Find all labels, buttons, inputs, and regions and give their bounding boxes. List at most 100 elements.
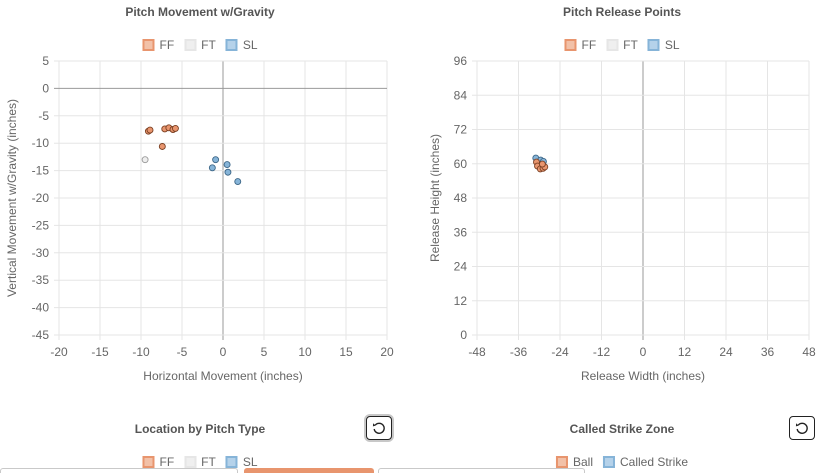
x-tick-label: -48 <box>468 345 486 359</box>
location-chart-title: Location by Pitch Type <box>134 422 266 436</box>
data-point-sl <box>212 156 220 164</box>
legend-label: Ball <box>572 455 593 469</box>
legend-label: SL <box>664 38 680 52</box>
y-tick-label: -5 <box>38 109 49 123</box>
x-tick-label: 48 <box>802 345 816 359</box>
legend-item-ff[interactable]: FF <box>564 38 596 52</box>
y-tick-label: -35 <box>32 273 50 287</box>
y-axis-label: Vertical Movement w/Gravity (inches) <box>5 99 19 297</box>
data-point-sl <box>234 178 242 186</box>
y-tick-label: 0 <box>42 81 49 95</box>
y-tick-label: -10 <box>32 136 50 150</box>
y-tick-label: 96 <box>454 54 468 68</box>
x-tick-label: -15 <box>91 345 109 359</box>
data-point-sl <box>223 161 231 169</box>
legend-label: FF <box>159 38 175 52</box>
location-reset-button[interactable] <box>366 416 392 440</box>
legend-item-ball[interactable]: Ball <box>555 455 593 469</box>
y-tick-label: -15 <box>32 164 50 178</box>
legend-label: FT <box>201 38 216 52</box>
ft-swatch <box>184 456 197 468</box>
legend-item-ff[interactable]: FF <box>142 455 174 469</box>
movement-chart-title: Pitch Movement w/Gravity <box>125 5 275 19</box>
data-point-ff <box>158 143 166 150</box>
legend-item-ft[interactable]: FT <box>184 38 216 52</box>
data-point-ff <box>171 124 179 132</box>
x-tick-label: -36 <box>510 345 528 359</box>
y-tick-label: 24 <box>454 260 468 274</box>
data-point-ft <box>141 156 149 164</box>
x-tick-label: 5 <box>261 345 268 359</box>
legend-label: Called Strike <box>619 455 689 469</box>
legend-item-ft[interactable]: FT <box>184 455 216 469</box>
sl-swatch <box>225 456 238 468</box>
y-tick-label: 72 <box>454 123 468 137</box>
x-tick-label: 15 <box>339 345 353 359</box>
x-tick-label: -20 <box>50 345 68 359</box>
ft-swatch <box>184 39 197 51</box>
scatter-plots: -20 -15 -10 -5 0 5 10 15 20 5 0 -5 -10 -15 -20 -25 -30 -3… <box>5 54 816 383</box>
x-tick-label: 12 <box>678 345 692 359</box>
y-tick-label: 48 <box>454 191 468 205</box>
reset-icon <box>795 422 808 434</box>
tab-strip-active[interactable] <box>244 468 374 473</box>
legend-item-ft[interactable]: FT <box>606 38 638 52</box>
y-tick-label: -40 <box>32 301 50 315</box>
legend-item-called-strike[interactable]: Called Strike <box>602 455 689 469</box>
y-tick-label: 84 <box>454 88 468 102</box>
x-tick-label: -24 <box>551 345 569 359</box>
sl-swatch <box>647 39 660 51</box>
legend-label: FT <box>201 455 216 469</box>
strikezone-reset-button[interactable] <box>789 416 815 440</box>
x-tick-label: -10 <box>132 345 150 359</box>
strikezone-legend: Ball Called Strike <box>555 455 689 469</box>
y-tick-label: -20 <box>32 191 50 205</box>
data-point-ff <box>146 126 154 134</box>
tab-strip-left <box>0 468 238 473</box>
legend-item-ff[interactable]: FF <box>142 38 174 52</box>
legend-item-sl[interactable]: SL <box>647 38 680 52</box>
legend-label: SL <box>242 38 258 52</box>
y-tick-label: 12 <box>454 294 468 308</box>
legend-item-sl[interactable]: SL <box>225 455 258 469</box>
movement-legend: FF FT SL <box>142 38 258 52</box>
tab-strip-right <box>378 468 585 473</box>
x-tick-label: 0 <box>640 345 647 359</box>
y-axis-label: Release Height (inches) <box>428 134 442 262</box>
x-axis-label: Release Width (inches) <box>581 369 705 383</box>
x-tick-label: 10 <box>298 345 312 359</box>
legend-label: FT <box>623 38 638 52</box>
reset-icon <box>372 422 385 434</box>
x-tick-label: 20 <box>380 345 394 359</box>
release-chart-title: Pitch Release Points <box>562 5 682 19</box>
ff-swatch <box>142 39 155 51</box>
ft-swatch <box>606 39 619 51</box>
y-tick-label: -25 <box>32 218 50 232</box>
x-tick-label: -5 <box>177 345 188 359</box>
data-point-sl <box>224 168 232 176</box>
ball-swatch <box>555 456 568 468</box>
legend-label: FF <box>159 455 175 469</box>
location-legend: FF FT SL <box>142 455 258 469</box>
ff-swatch <box>564 39 577 51</box>
x-tick-label: 0 <box>220 345 227 359</box>
called-strike-swatch <box>602 456 615 468</box>
y-tick-label: 5 <box>42 54 49 68</box>
legend-label: FF <box>581 38 597 52</box>
x-tick-label: -12 <box>593 345 611 359</box>
x-axis-label: Horizontal Movement (inches) <box>143 369 302 383</box>
x-tick-label: 36 <box>761 345 775 359</box>
y-tick-label: 0 <box>460 328 467 342</box>
release-legend: FF FT SL <box>564 38 680 52</box>
legend-item-sl[interactable]: SL <box>225 38 258 52</box>
ff-swatch <box>142 456 155 468</box>
data-point-ff <box>538 160 546 168</box>
strikezone-chart-title: Called Strike Zone <box>569 422 675 436</box>
y-tick-label: -45 <box>32 328 50 342</box>
legend-label: SL <box>242 455 258 469</box>
data-point-sl <box>208 164 216 172</box>
y-tick-label: 60 <box>454 157 468 171</box>
x-tick-label: 24 <box>719 345 733 359</box>
y-tick-label: 36 <box>454 225 468 239</box>
sl-swatch <box>225 39 238 51</box>
